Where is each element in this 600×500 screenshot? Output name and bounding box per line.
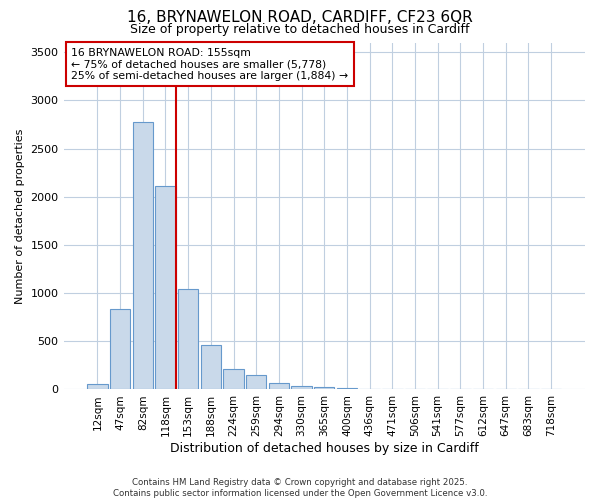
Bar bbox=[200, 345, 221, 390]
Text: 16, BRYNAWELON ROAD, CARDIFF, CF23 6QR: 16, BRYNAWELON ROAD, CARDIFF, CF23 6QR bbox=[127, 10, 473, 25]
Y-axis label: Number of detached properties: Number of detached properties bbox=[15, 128, 25, 304]
Bar bbox=[246, 375, 266, 390]
Bar bbox=[314, 388, 334, 390]
X-axis label: Distribution of detached houses by size in Cardiff: Distribution of detached houses by size … bbox=[170, 442, 479, 455]
Bar bbox=[337, 388, 357, 390]
Bar bbox=[223, 369, 244, 390]
Bar bbox=[110, 308, 130, 390]
Bar bbox=[269, 383, 289, 390]
Text: 16 BRYNAWELON ROAD: 155sqm
← 75% of detached houses are smaller (5,778)
25% of s: 16 BRYNAWELON ROAD: 155sqm ← 75% of deta… bbox=[71, 48, 349, 81]
Bar bbox=[178, 289, 199, 390]
Text: Contains HM Land Registry data © Crown copyright and database right 2025.
Contai: Contains HM Land Registry data © Crown c… bbox=[113, 478, 487, 498]
Text: Size of property relative to detached houses in Cardiff: Size of property relative to detached ho… bbox=[130, 22, 470, 36]
Bar bbox=[155, 186, 176, 390]
Bar bbox=[87, 384, 107, 390]
Bar bbox=[292, 386, 312, 390]
Bar bbox=[133, 122, 153, 390]
